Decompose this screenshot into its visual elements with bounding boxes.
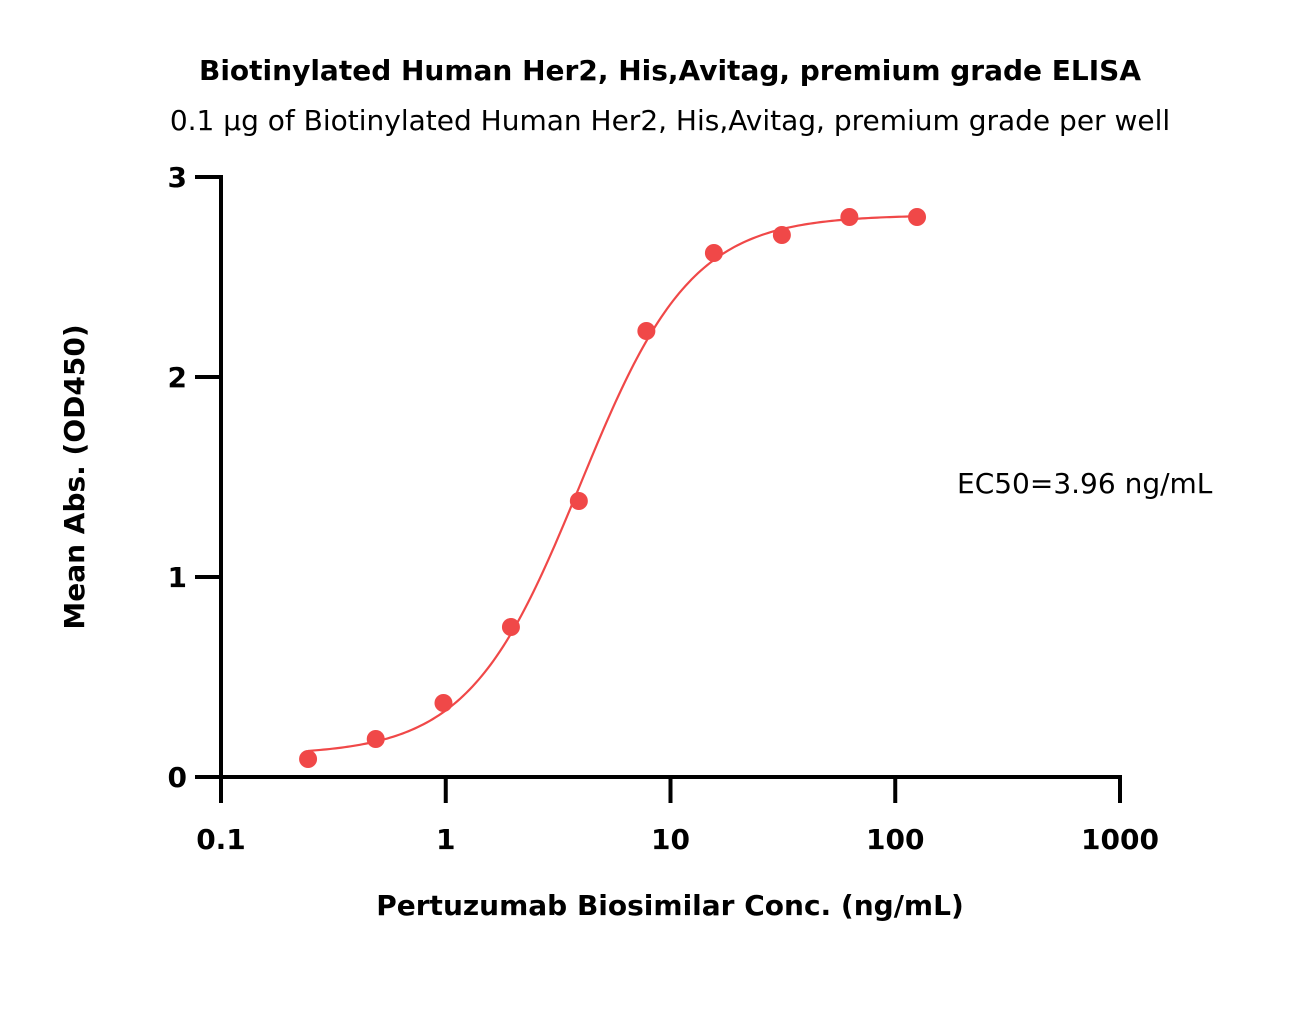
data-point <box>434 694 453 712</box>
data-point <box>840 208 859 226</box>
ticks: 0 1 2 3 0.1 1 10 100 1000 <box>168 161 1159 856</box>
data-point <box>299 750 318 768</box>
fit-curve <box>307 215 918 753</box>
y-tick-label: 1 <box>168 561 187 594</box>
data-point <box>366 730 385 748</box>
data-point <box>637 322 656 340</box>
data-points <box>299 208 927 768</box>
x-tick-label: 0.1 <box>196 823 246 856</box>
y-axis-label: Mean Abs. (OD450) <box>58 324 91 629</box>
data-point <box>501 618 520 636</box>
x-tick-label: 10 <box>651 823 690 856</box>
y-tick-label: 2 <box>168 361 187 394</box>
ec50-annotation: EC50=3.96 ng/mL <box>957 467 1213 500</box>
data-point <box>772 226 791 244</box>
x-tick-label: 1 <box>436 823 455 856</box>
data-point <box>569 492 588 510</box>
data-point <box>908 208 927 226</box>
x-tick-label: 1000 <box>1081 823 1159 856</box>
x-axis-label: Pertuzumab Biosimilar Conc. (ng/mL) <box>376 889 964 922</box>
data-point <box>704 244 723 262</box>
y-tick-label: 0 <box>168 761 187 794</box>
chart-title: Biotinylated Human Her2, His,Avitag, pre… <box>199 54 1141 87</box>
y-tick-label: 3 <box>168 161 187 194</box>
chart-subtitle: 0.1 µg of Biotinylated Human Her2, His,A… <box>170 104 1170 137</box>
x-tick-label: 100 <box>866 823 924 856</box>
